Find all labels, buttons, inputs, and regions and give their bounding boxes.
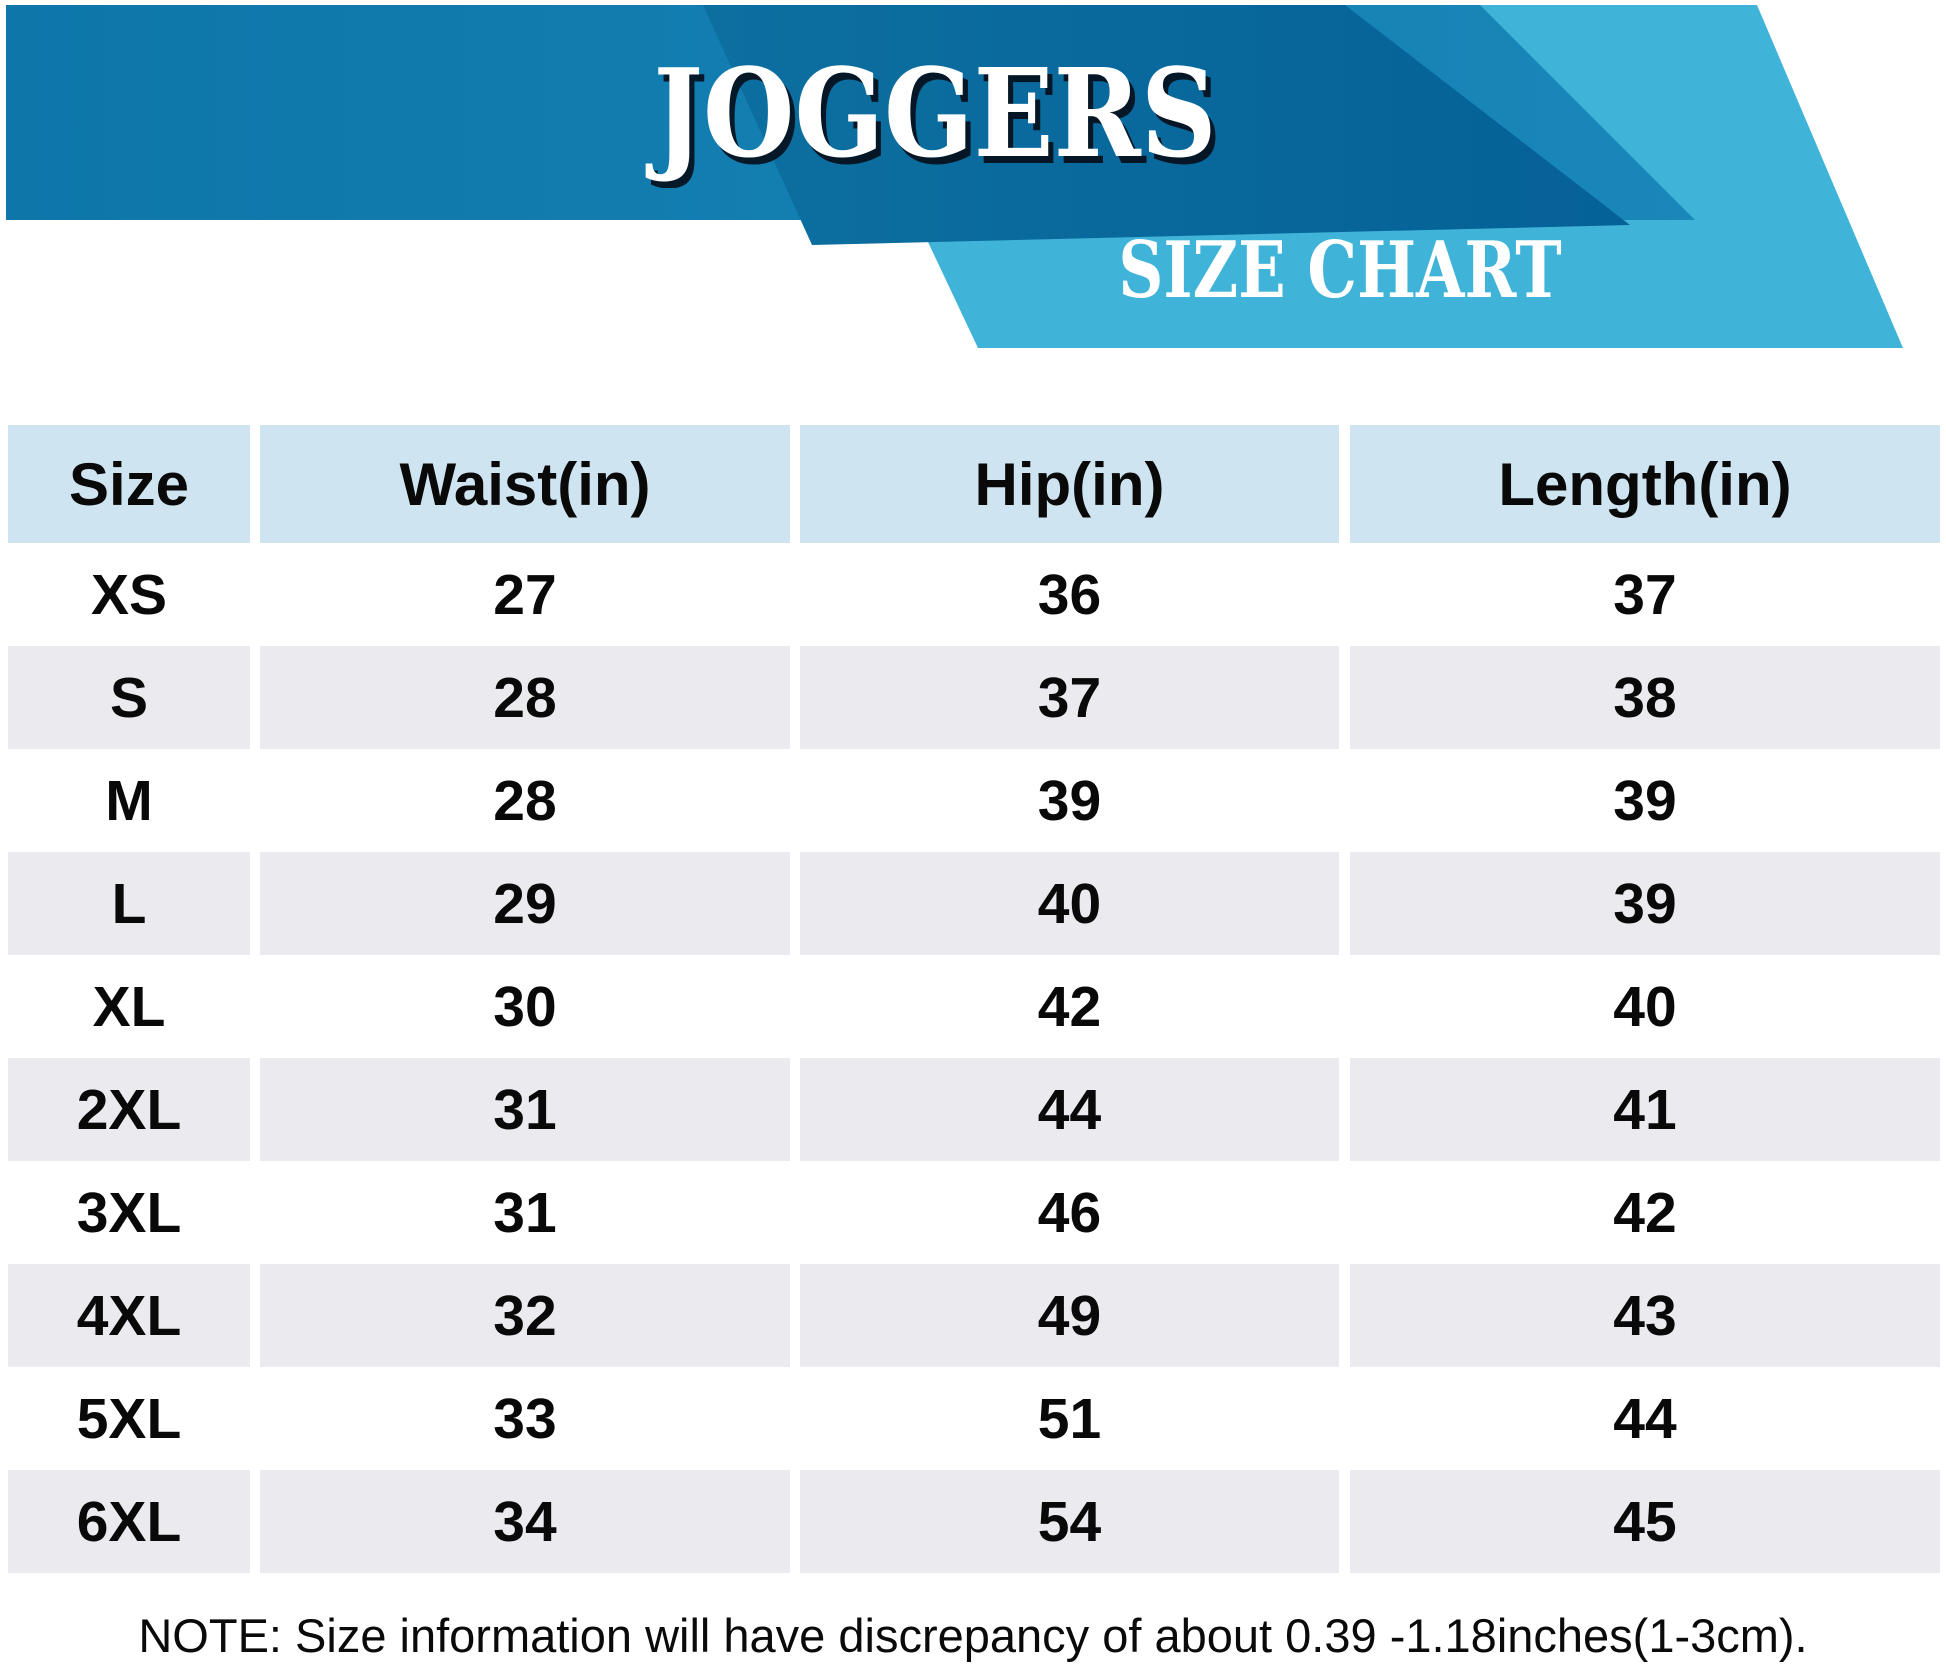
- length-value: 44: [1613, 1386, 1677, 1451]
- banner-ribbon-shapes: [6, 5, 1903, 348]
- hip-value: 51: [1037, 1386, 1102, 1451]
- length-value: 45: [1350, 1470, 1940, 1573]
- size-label: 4XL: [8, 1264, 250, 1367]
- length-value: 42: [1613, 1180, 1677, 1245]
- length-value: 40: [1613, 974, 1677, 1039]
- col-header-waist: Waist(in): [260, 425, 790, 543]
- waist-value: 31: [260, 1058, 790, 1161]
- col-header-size: Size: [8, 425, 250, 543]
- hip-value: 46: [1037, 1180, 1102, 1245]
- col-header-hip: Hip(in): [800, 425, 1339, 543]
- length-value: 43: [1350, 1264, 1940, 1367]
- waist-value: 31: [493, 1180, 557, 1245]
- table-header-row: Size Waist(in) Hip(in) Length(in): [0, 425, 1946, 543]
- page-subtitle: SIZE CHART: [1118, 225, 1562, 316]
- size-discrepancy-note: NOTE: Size information will have discrep…: [138, 1609, 1808, 1662]
- table-row-6xl: 6XL 34 54 45: [0, 1470, 1946, 1573]
- hip-value: 54: [800, 1470, 1339, 1573]
- length-value: 39: [1350, 852, 1940, 955]
- banner: JOGGERS SIZE CHART: [0, 0, 1946, 352]
- waist-value: 28: [493, 768, 557, 833]
- hip-value: 37: [800, 646, 1339, 749]
- table-row-3xl: 3XL 31 46 42: [0, 1161, 1946, 1264]
- dark-blue-parallelogram: [703, 5, 1630, 245]
- size-label: M: [105, 768, 153, 833]
- waist-value: 28: [260, 646, 790, 749]
- table-row-2xl: 2XL 31 44 41: [0, 1058, 1946, 1161]
- hip-value: 49: [800, 1264, 1339, 1367]
- size-label: 6XL: [8, 1470, 250, 1573]
- size-label: XS: [90, 562, 168, 627]
- size-label: 2XL: [8, 1058, 250, 1161]
- waist-value: 32: [260, 1264, 790, 1367]
- size-label: 3XL: [76, 1180, 182, 1245]
- length-value: 39: [1613, 768, 1677, 833]
- waist-value: 30: [493, 974, 557, 1039]
- waist-value: 27: [493, 562, 557, 627]
- table-row-xl: XL 30 42 40: [0, 955, 1946, 1058]
- hip-value: 39: [1037, 768, 1102, 833]
- waist-value: 29: [260, 852, 790, 955]
- length-value: 41: [1350, 1058, 1940, 1161]
- table-row-xs: XS 27 36 37: [0, 543, 1946, 646]
- size-label: XL: [92, 974, 166, 1039]
- table-row-l: L 29 40 39: [0, 852, 1946, 955]
- hip-value: 40: [800, 852, 1339, 955]
- col-header-length: Length(in): [1350, 425, 1940, 543]
- length-value: 37: [1613, 562, 1677, 627]
- hip-value: 36: [1037, 562, 1102, 627]
- size-label: S: [8, 646, 250, 749]
- hip-value: 44: [800, 1058, 1339, 1161]
- table-row-s: S 28 37 38: [0, 646, 1946, 749]
- size-table: Size Waist(in) Hip(in) Length(in) XS 27 …: [0, 425, 1946, 1573]
- waist-value: 33: [493, 1386, 557, 1451]
- table-row-m: M 28 39 39: [0, 749, 1946, 852]
- hip-value: 42: [1037, 974, 1102, 1039]
- length-value: 38: [1350, 646, 1940, 749]
- size-label: L: [8, 852, 250, 955]
- table-row-5xl: 5XL 33 51 44: [0, 1367, 1946, 1470]
- table-row-4xl: 4XL 32 49 43: [0, 1264, 1946, 1367]
- size-label: 5XL: [76, 1386, 182, 1451]
- page-title: JOGGERS: [653, 41, 1217, 185]
- waist-value: 34: [260, 1470, 790, 1573]
